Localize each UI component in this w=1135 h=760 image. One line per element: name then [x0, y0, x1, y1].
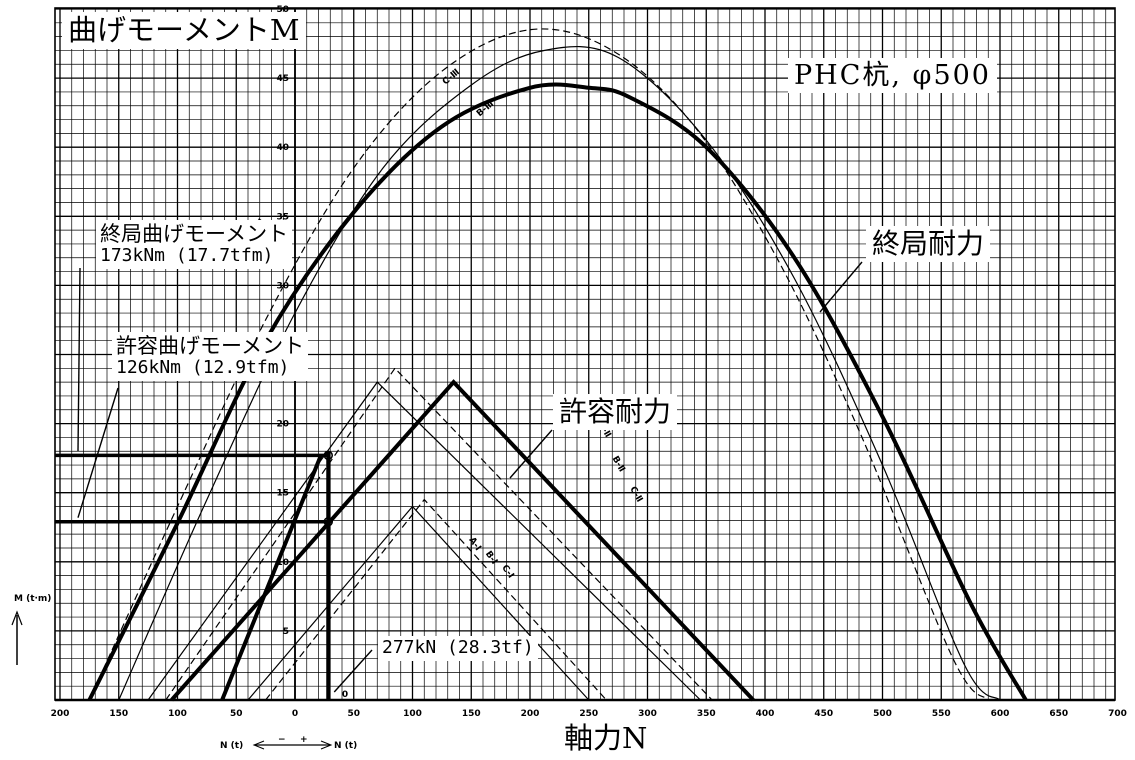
- y-zero-label: 0: [342, 690, 348, 700]
- reference-lines: [55, 261, 863, 700]
- curve-label: C-Ⅱ: [627, 485, 644, 504]
- x-tick-label: 200: [51, 709, 70, 719]
- allowable-moment-value: 126kNm (12.9tfm): [116, 357, 290, 379]
- leader-line: [77, 267, 81, 452]
- leader-line: [819, 261, 863, 313]
- x-tick-label: 600: [991, 709, 1010, 719]
- series-B-Ⅰ: [265, 498, 607, 701]
- direction-left-label: N (t): [220, 741, 243, 751]
- series-許容耐力-2: [220, 454, 323, 701]
- y-axis-title: 曲げモーメントM: [62, 12, 306, 50]
- ultimate-strength-label: 終局耐力: [866, 226, 991, 263]
- x-tick-label: 50: [347, 709, 360, 719]
- direction-right-label: N (t): [334, 741, 357, 751]
- y-tick-label: 30: [276, 281, 289, 291]
- leader-line: [333, 649, 373, 693]
- y-tick-label: 15: [276, 489, 289, 499]
- x-tick-label: 100: [403, 709, 422, 719]
- ultimate-moment-title: 終局曲げモーメント: [100, 222, 289, 246]
- allowable-moment-annotation: 許容曲げモーメント 126kNm (12.9tfm): [112, 332, 309, 381]
- x-tick-label: 250: [579, 709, 598, 719]
- y-tick-label: 20: [276, 420, 289, 430]
- x-tick-label: 300: [638, 709, 657, 719]
- axis-misc: M (t·m) N (t) − + N (t): [11, 594, 357, 751]
- x-tick-label: 500: [873, 709, 892, 719]
- y-tick-label: 50: [276, 5, 289, 15]
- series-A-Ⅱ: [118, 45, 1001, 701]
- y-unit-label: M (t·m): [14, 594, 51, 604]
- curve-label: B-Ⅲ: [475, 99, 496, 119]
- leader-line: [509, 429, 553, 479]
- direction-arrowhead-right: [320, 740, 333, 750]
- x-tick-label: 50: [230, 709, 243, 719]
- x-tick-label: 350: [697, 709, 716, 719]
- x-tick-label: 550: [932, 709, 951, 719]
- allowable-point: [323, 516, 334, 527]
- curve-label: C-Ⅲ: [441, 67, 462, 87]
- direction-arrowhead-left: [252, 740, 265, 750]
- curve-label: C-Ⅰ: [499, 563, 515, 580]
- direction-minus: −: [278, 735, 286, 745]
- x-tick-label: 400: [756, 709, 775, 719]
- series-C-Ⅲ: [88, 28, 989, 701]
- ultimate-point: [323, 450, 334, 461]
- y-tick-label: 5: [283, 627, 289, 637]
- x-tick-label: 0: [292, 709, 298, 719]
- chart-curves: [87, 28, 1028, 702]
- x-tick-label: 150: [109, 709, 128, 719]
- curve-label: A-Ⅰ: [466, 536, 482, 553]
- chart-title: PHC杭, φ500: [788, 58, 997, 94]
- x-tick-label: 650: [1049, 709, 1068, 719]
- x-tick-label: 450: [814, 709, 833, 719]
- y-tick-label: 10: [276, 558, 289, 568]
- x-tick-label: 100: [168, 709, 187, 719]
- direction-plus: +: [300, 735, 308, 745]
- series-C-Ⅲ許容: [165, 367, 713, 701]
- series-A-Ⅰ: [247, 505, 590, 701]
- x-tick-label: 200: [521, 709, 540, 719]
- axial-force-annotation: 277kN (28.3tf): [378, 636, 538, 661]
- series-A-Ⅱ許容: [147, 381, 701, 701]
- curve-label: B-Ⅰ: [483, 549, 499, 566]
- x-tick-label: 700: [1108, 709, 1127, 719]
- x-axis-title: 軸力N: [564, 721, 648, 755]
- ultimate-moment-annotation: 終局曲げモーメント 173kNm (17.7tfm): [96, 220, 293, 269]
- x-tick-label: 150: [462, 709, 481, 719]
- y-tick-label: 35: [276, 212, 289, 222]
- series-終局耐力: [87, 82, 1028, 701]
- ultimate-moment-value: 173kNm (17.7tfm): [100, 245, 274, 267]
- leader-line: [77, 387, 119, 518]
- y-tick-label: 45: [276, 74, 289, 84]
- y-tick-label: 40: [276, 143, 289, 153]
- allowable-strength-label: 許容耐力: [553, 394, 678, 431]
- allowable-moment-title: 許容曲げモーメント: [116, 334, 305, 358]
- y-unit-arrowhead: [11, 610, 23, 626]
- x-tick-labels: 200 150 100 50 0 50 100 150 200 250 300 350 400 450 50…: [51, 709, 1127, 719]
